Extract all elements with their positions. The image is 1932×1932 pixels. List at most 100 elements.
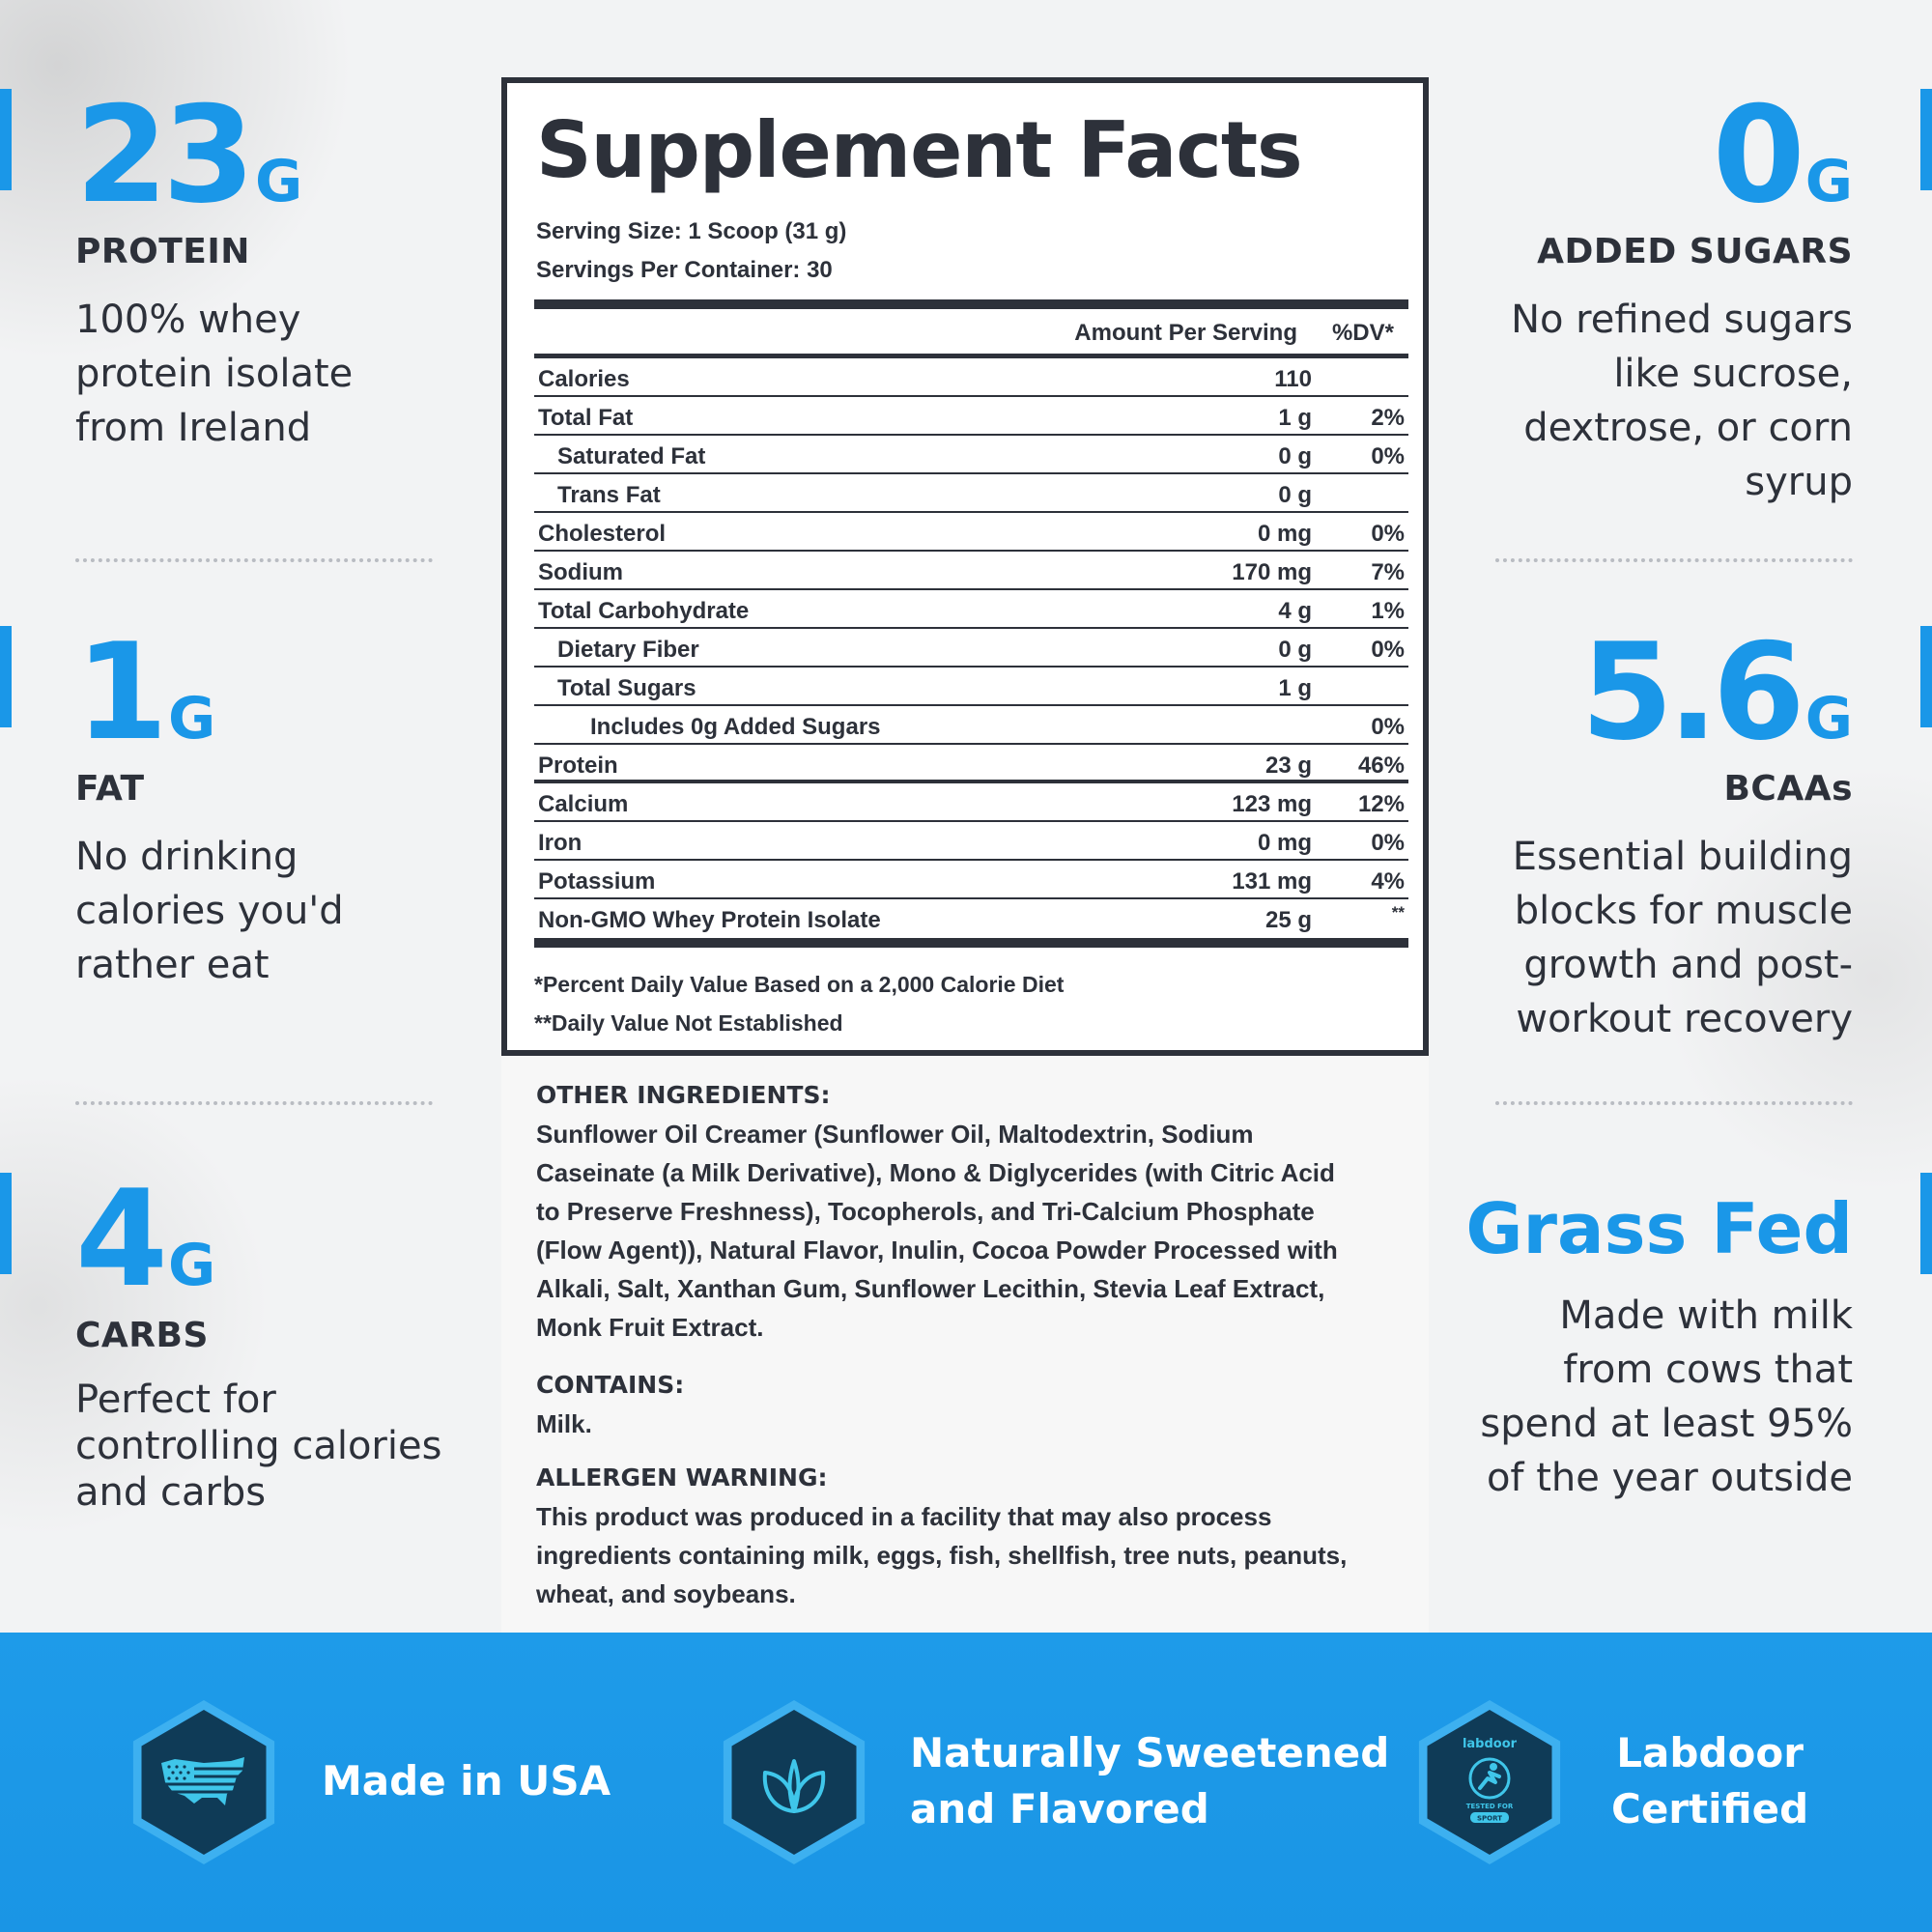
- facts-row: Sodium 170 mg 7%: [534, 552, 1408, 590]
- nutrient-dv: **: [1391, 903, 1405, 922]
- nutrient-name: Calcium: [538, 791, 629, 817]
- desc-line: like sucrose,: [1613, 352, 1853, 396]
- text-line: Monk Fruit Extract.: [536, 1313, 764, 1342]
- text-line: Milk.: [536, 1409, 592, 1438]
- right-accent-bar-2: [1920, 626, 1932, 727]
- badge-band: Made in USA Naturally Sweetened and Flav…: [0, 1633, 1932, 1932]
- badge-label-line: Labdoor: [1616, 1729, 1804, 1776]
- desc-line: protein isolate: [75, 352, 354, 396]
- desc-line: from Ireland: [75, 406, 312, 450]
- stat-description: No refined sugars like sucrose, dextrose…: [1511, 293, 1853, 509]
- nutrient-dv: 0%: [1371, 521, 1405, 547]
- desc-line: syrup: [1745, 460, 1853, 504]
- desc-line: and carbs: [75, 1470, 267, 1515]
- stat-unit: G: [1804, 685, 1853, 753]
- nutrient-dv: 12%: [1357, 791, 1405, 817]
- nutrient-amount: 4 g: [1278, 598, 1312, 624]
- desc-line: No drinking: [75, 835, 298, 879]
- nutrient-amount: 1 g: [1278, 405, 1312, 431]
- text-line: wheat, and soybeans.: [536, 1579, 796, 1608]
- medium-rule: [534, 354, 1408, 358]
- stat-grass-fed: Grass Fed Made with milk from cows that …: [1465, 1194, 1853, 1505]
- nutrient-name: Includes 0g Added Sugars: [590, 714, 881, 740]
- hex-fill: [1427, 1710, 1552, 1855]
- facts-row: Calcium 123 mg 12%: [534, 783, 1408, 822]
- text-line: to Preserve Freshness), Tocopherols, and…: [536, 1197, 1315, 1226]
- desc-line: controlling calories: [75, 1424, 442, 1468]
- divider: [1495, 1101, 1853, 1105]
- nutrient-amount: 0 g: [1278, 482, 1312, 508]
- nutrient-dv: 2%: [1371, 405, 1405, 431]
- desc-line: workout recovery: [1516, 997, 1853, 1041]
- nutrient-amount: 131 mg: [1232, 868, 1312, 895]
- divider: [75, 1101, 433, 1105]
- stat-unit: G: [1804, 148, 1853, 215]
- nutrient-name: Iron: [538, 830, 582, 856]
- desc-line: Essential building: [1512, 835, 1853, 879]
- nutrient-amount: 0 g: [1278, 443, 1312, 469]
- nutrient-name: Dietary Fiber: [557, 637, 699, 663]
- text-line: This product was produced in a facility …: [536, 1502, 1272, 1531]
- text-line: ingredients containing milk, eggs, fish,…: [536, 1541, 1348, 1570]
- facts-row: Calories 110: [534, 358, 1408, 397]
- desc-line: blocks for muscle: [1514, 889, 1853, 933]
- badge-label-line: Made in USA: [322, 1757, 611, 1804]
- contains-section: CONTAINS: Milk.: [536, 1366, 1406, 1443]
- nutrient-dv: 0%: [1371, 830, 1405, 856]
- badge-label-line: and Flavored: [910, 1785, 1209, 1833]
- desc-line: growth and post-: [1523, 943, 1853, 987]
- facts-row: Iron 0 mg 0%: [534, 822, 1408, 861]
- stat-label: ADDED SUGARS: [1537, 232, 1853, 271]
- stat-label: CARBS: [75, 1316, 209, 1355]
- nutrient-amount: 1 g: [1278, 675, 1312, 701]
- desc-line: rather eat: [75, 943, 270, 987]
- thick-rule: [534, 938, 1408, 948]
- facts-row: Total Sugars 1 g: [534, 668, 1408, 706]
- usa-badge: [122, 1700, 286, 1864]
- stat-bcaas: 5.6 G BCAAs Essential building blocks for…: [1513, 626, 1853, 1046]
- nutrient-name: Total Carbohydrate: [538, 598, 750, 624]
- nutrient-amount: 123 mg: [1232, 791, 1312, 817]
- divider: [1495, 558, 1853, 562]
- right-accent-bar-3: [1920, 1173, 1932, 1274]
- nutrient-amount: 25 g: [1264, 907, 1312, 933]
- section-heading: OTHER INGREDIENTS:: [536, 1081, 831, 1109]
- nutrient-dv: 0%: [1371, 637, 1405, 663]
- stat-number: 1: [75, 614, 168, 770]
- nutrient-name: Total Fat: [538, 405, 634, 431]
- facts-row: Dietary Fiber 0 g 0%: [534, 629, 1408, 668]
- serving-size: Serving Size: 1 Scoop (31 g): [536, 218, 847, 244]
- facts-title: Supplement Facts: [536, 105, 1303, 195]
- nutrient-dv: 1%: [1371, 598, 1405, 624]
- stat-label: BCAAs: [1723, 769, 1853, 809]
- desc-line: No refined sugars: [1511, 298, 1853, 342]
- text-line: Alkali, Salt, Xanthan Gum, Sunflower Lec…: [536, 1274, 1325, 1303]
- leaf-icon: [762, 1759, 826, 1813]
- natural-badge: [712, 1700, 876, 1864]
- facts-row: Trans Fat 0 g: [534, 474, 1408, 513]
- stat-description: Essential building blocks for muscle gro…: [1513, 830, 1853, 1046]
- section-heading: CONTAINS:: [536, 1371, 685, 1399]
- stat-description: Perfect for controlling calories and car…: [75, 1377, 441, 1516]
- footnote: *Percent Daily Value Based on a 2,000 Ca…: [534, 972, 1065, 997]
- stat-description: 100% whey protein isolate from Ireland: [75, 293, 353, 455]
- facts-row: Non-GMO Whey Protein Isolate 25 g **: [534, 899, 1408, 938]
- stat-unit: G: [168, 685, 216, 753]
- stat-unit: G: [168, 1232, 216, 1299]
- facts-row: Saturated Fat 0 g 0%: [534, 436, 1408, 474]
- nutrient-name: Potassium: [538, 868, 656, 895]
- facts-row: Protein 23 g 46%: [534, 745, 1408, 783]
- divider: [75, 558, 433, 562]
- stat-label: PROTEIN: [75, 232, 250, 271]
- desc-line: from cows that: [1563, 1348, 1853, 1392]
- stat-number: 5.6: [1580, 614, 1804, 770]
- nutrient-name: Calories: [538, 366, 630, 392]
- nutrient-name: Protein: [538, 753, 618, 779]
- thick-rule: [534, 299, 1408, 309]
- nutrient-name: Trans Fat: [557, 482, 661, 508]
